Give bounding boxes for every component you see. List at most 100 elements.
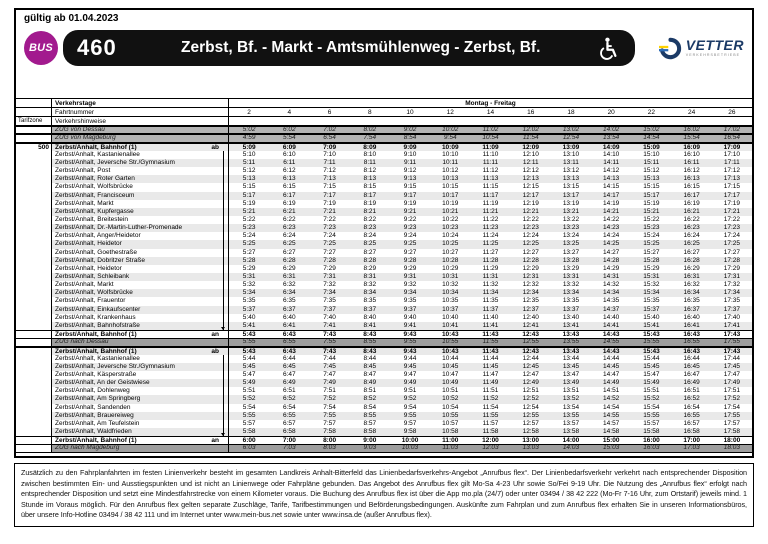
- stop-time-cell: 15:40: [643, 313, 660, 321]
- train-time-cell: 14:54: [643, 135, 660, 142]
- stop-row: Zerbst/Anhalt, Markt 5:32 6:32 7:32 8:32 9:32…: [16, 281, 752, 290]
- stop-arrival-departure-tag: an: [211, 437, 219, 445]
- tarifzone-cell: [16, 403, 52, 412]
- stop-time-cell: 15:45: [643, 362, 660, 370]
- route-line-cell: [220, 427, 229, 437]
- stop-time-cell: 15:47: [643, 370, 660, 378]
- operator-tagline: VERKEHRSBETRIEBE: [685, 52, 741, 57]
- stop-time-cell: 9:43: [403, 331, 417, 339]
- stop-time-cell: 10:21: [442, 207, 459, 215]
- stop-time-cell: 15:57: [643, 419, 660, 427]
- trip-number: 22: [647, 109, 656, 116]
- stop-time-cell: 17:21: [723, 207, 741, 215]
- train-time-cell: 7:02: [323, 127, 336, 133]
- train-time-cell: 12:55: [522, 339, 539, 346]
- stop-time-cell: 11:35: [482, 297, 499, 305]
- stop-time-cell: 7:31: [323, 273, 336, 281]
- stop-time-cell: 13:29: [562, 264, 580, 272]
- stop-row: Zerbst/Anhalt, Kastanienallee 5:10 6:10 7:1…: [16, 150, 752, 160]
- stop-time-cell: 13:40: [562, 313, 580, 321]
- timetable: Verkehrstage Montag - Freitag Fahrtnummer 2…: [16, 98, 752, 453]
- stop-time-cell: 7:43: [323, 331, 337, 339]
- stop-time-cell: 5:37: [242, 305, 256, 313]
- stop-time-cell: 5:35: [242, 297, 256, 305]
- stop-time-cell: 16:43: [683, 331, 700, 339]
- stop-time-cell: 17:27: [723, 248, 741, 256]
- stop-time-cell: 10:35: [442, 297, 459, 305]
- tarifzone-cell: [16, 387, 52, 396]
- stop-row: 500 Zerbst/Anhalt, Bahnhof (1) ab 5:09 6:09 7…: [16, 142, 752, 151]
- stop-name: Zerbst/Anhalt, Bahnhof (1): [55, 331, 137, 339]
- stop-time-cell: 17:22: [723, 216, 741, 224]
- train-time-cell: 4:59: [242, 135, 256, 142]
- stop-time-cell: 6:32: [283, 281, 296, 289]
- stop-time-cell: 5:09: [242, 143, 256, 151]
- stop-time-cell: 17:57: [723, 419, 741, 427]
- wheelchair-icon: [596, 36, 621, 61]
- stop-time-cell: 15:25: [643, 240, 660, 248]
- stop-time-cell: 9:45: [403, 362, 417, 370]
- stop-time-cell: 7:35: [323, 297, 336, 305]
- train-time-cell: 13:54: [603, 135, 620, 142]
- train-time-cell: 18:03: [723, 445, 741, 452]
- stop-time-cell: 9:49: [403, 379, 417, 387]
- stop-time-cell: 14:23: [603, 224, 620, 232]
- route-line-cell: [220, 199, 229, 208]
- trip-number: 10: [406, 109, 414, 116]
- train-time-cell: 17:02: [723, 127, 741, 133]
- stop-row: Zerbst/Anhalt, Markt 5:19 6:19 7:19 8:19 9:19…: [16, 199, 752, 208]
- stop-row: Zerbst/Anhalt, Wolfsbrücke 5:15 6:15 7:15 8:…: [16, 183, 752, 192]
- stop-time-cell: 15:29: [643, 264, 660, 272]
- stop-time-cell: 10:17: [442, 191, 459, 199]
- stop-time-cell: 12:34: [522, 289, 539, 297]
- stop-time-cell: 13:15: [562, 183, 580, 191]
- stop-time-cell: 11:57: [482, 419, 499, 427]
- stop-time-cell: 16:32: [683, 281, 700, 289]
- stop-time-cell: 8:27: [363, 248, 377, 256]
- stop-time-cell: 7:55: [323, 411, 336, 419]
- stop-time-cell: 9:22: [403, 216, 417, 224]
- route-line-cell: [220, 437, 229, 445]
- stop-arrival-departure-tag: [204, 371, 220, 379]
- stop-arrival-departure-tag: [204, 314, 220, 322]
- stop-time-cell: 13:28: [562, 256, 580, 264]
- stop-time-cell: 14:19: [603, 199, 620, 207]
- stop-time-cell: 13:43: [562, 331, 580, 339]
- train-time-cell: 9:54: [443, 135, 457, 142]
- stop-time-cell: 7:21: [323, 207, 336, 215]
- stop-time-cell: 8:25: [363, 240, 377, 248]
- tarifzone-cell: [16, 395, 52, 404]
- stop-time-cell: 11:49: [482, 379, 499, 387]
- route-line-cell: [220, 240, 229, 249]
- stop-time-cell: 12:54: [522, 403, 539, 411]
- stop-time-cell: 16:57: [683, 419, 700, 427]
- stop-time-cell: 9:41: [403, 321, 417, 329]
- train-time-cell: 9:03: [363, 445, 377, 452]
- tarifzone-column-cell: [16, 135, 52, 142]
- stop-time-cell: 15:31: [643, 273, 660, 281]
- train-time-cell: 5:54: [283, 135, 296, 142]
- stop-row: Zerbst/Anhalt, Waldfrieden 5:58 6:58 7:58 8:…: [16, 427, 752, 437]
- stop-time-cell: 11:47: [482, 370, 499, 378]
- stop-time-cell: 6:13: [283, 175, 296, 183]
- stop-row: Zerbst/Anhalt, Post 5:12 6:12 7:12 8:12 9:12 1…: [16, 167, 752, 176]
- tarifzone-cell: [16, 256, 52, 265]
- train-connection-label: ZUG nach Dessau: [55, 339, 109, 346]
- stop-time-cell: 9:57: [403, 419, 417, 427]
- stop-time-cell: 12:55: [522, 411, 539, 419]
- route-line-cell: [220, 362, 229, 371]
- train-connection-row: ZUG von Dessau 5:02 6:02 7:02 8:02 9:02 10:02 1…: [16, 126, 752, 135]
- stop-arrival-departure-tag: ab: [211, 347, 219, 355]
- stop-time-cell: 11:45: [482, 362, 499, 370]
- stop-time-cell: 8:29: [363, 264, 377, 272]
- stop-time-cell: 11:19: [482, 199, 499, 207]
- stop-time-cell: 14:47: [603, 370, 620, 378]
- tarifzone-cell: [16, 159, 52, 168]
- stop-time-cell: 11:11: [482, 159, 499, 167]
- stop-name: Zerbst/Anhalt, Brauereiweg: [55, 411, 134, 419]
- stop-time-cell: 10:45: [442, 362, 459, 370]
- stop-time-cell: 6:12: [283, 167, 296, 175]
- stop-time-cell: 16:28: [683, 256, 700, 264]
- route-title: Zerbst, Bf. - Markt - Amtsmühlenweg - Ze…: [181, 39, 541, 56]
- stop-name: Zerbst/Anhalt, Einkaufscenter: [55, 305, 141, 313]
